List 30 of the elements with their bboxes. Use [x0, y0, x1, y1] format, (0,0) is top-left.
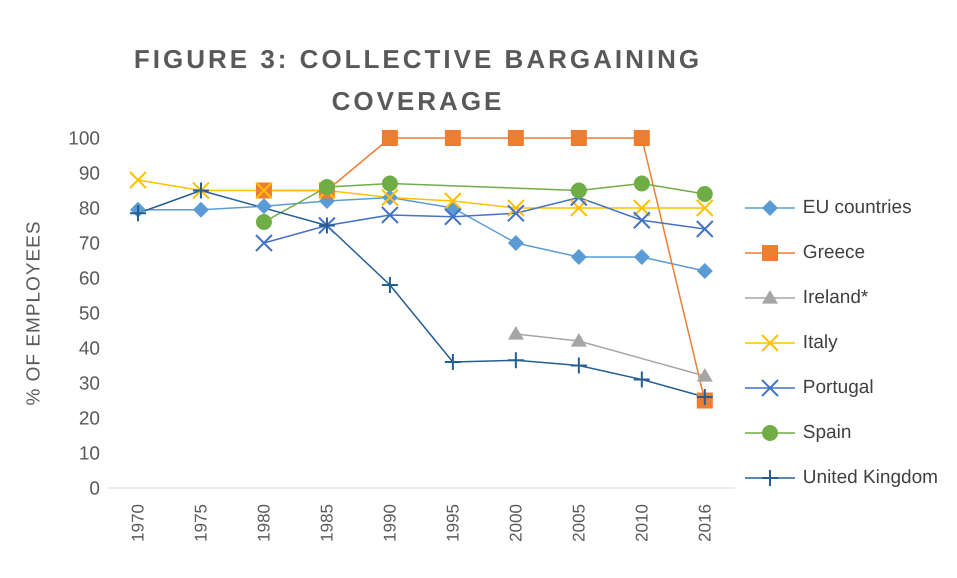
x-tick-label: 1990: [380, 504, 400, 542]
legend-label: Portugal: [802, 377, 874, 399]
x-tick-label: 1995: [443, 504, 462, 542]
legend-label: Ireland*: [802, 287, 868, 309]
y-tick-label: 20: [78, 408, 100, 430]
y-tick-label: 80: [78, 198, 100, 220]
chart-title: FIGURE 3: COLLECTIVE BARGAINING COVERAGE: [132, 43, 704, 118]
y-axis-title: % OF EMPLOYEES: [24, 220, 45, 406]
y-tick-label: 0: [89, 478, 100, 500]
y-tick-label: 70: [78, 234, 100, 255]
y-tick-label: 50: [78, 304, 100, 325]
legend-label: Greece: [802, 242, 866, 264]
x-tick-label: 2016: [695, 504, 714, 542]
y-tick-label: 40: [78, 338, 100, 360]
y-tick-label: 10: [78, 444, 100, 465]
legend-label: Spain: [802, 422, 852, 444]
x-tick-label: 1985: [317, 504, 336, 542]
x-tick-label: 2010: [632, 504, 652, 542]
x-tick-label: 1975: [191, 504, 210, 542]
x-tick-label: 2005: [569, 504, 588, 542]
y-tick-label: 100: [68, 128, 100, 150]
x-tick-label: 1980: [254, 504, 274, 542]
x-tick-label: 1970: [128, 504, 148, 542]
y-tick-label: 60: [78, 268, 100, 290]
legend-label: Italy: [802, 332, 838, 354]
legend-label: United Kingdom: [802, 467, 938, 489]
y-tick-label: 30: [78, 374, 100, 395]
y-tick-label: 90: [78, 164, 100, 185]
legend-label: EU countries: [802, 197, 912, 219]
x-tick-label: 2000: [506, 504, 526, 542]
